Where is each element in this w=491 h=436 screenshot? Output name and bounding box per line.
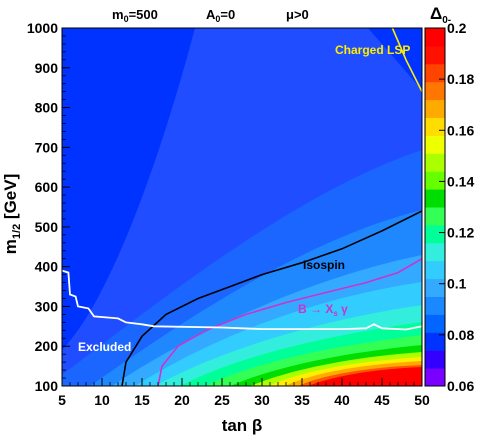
color-scale-segment bbox=[425, 28, 445, 47]
color-scale-segment bbox=[425, 242, 445, 262]
y-tick-label: 600 bbox=[35, 179, 59, 195]
x-tick-label: 35 bbox=[294, 392, 310, 408]
color-scale-segment bbox=[425, 99, 445, 118]
y-tick-label: 100 bbox=[35, 378, 59, 394]
y-tick-label: 1000 bbox=[27, 20, 58, 36]
x-axis-title: tan β bbox=[222, 416, 263, 435]
y-tick-label: 400 bbox=[35, 259, 59, 275]
color-scale: 0.06 0.08 0.1 0.12 0.14 0.16 0.18 0.2 bbox=[424, 20, 474, 394]
color-scale-segment bbox=[425, 171, 445, 190]
color-scale-segment bbox=[425, 153, 445, 172]
color-scale-frame bbox=[424, 27, 446, 387]
charged-lsp-curve bbox=[391, 28, 422, 92]
y-tick-label: 500 bbox=[35, 219, 59, 235]
x-tick-label: 20 bbox=[174, 392, 190, 408]
color-scale-segment bbox=[425, 314, 445, 333]
color-scale-tick-label: 0.2 bbox=[447, 20, 467, 36]
color-scale-segment bbox=[425, 296, 445, 315]
color-scale-segment bbox=[425, 332, 445, 351]
y-axis-title: m1/2 [GeV] bbox=[1, 174, 23, 254]
param-a0: A0=0 bbox=[206, 7, 235, 24]
color-scale-segment bbox=[425, 117, 445, 136]
y-tick-label: 800 bbox=[35, 100, 59, 116]
x-tick-label: 30 bbox=[254, 392, 270, 408]
charged-lsp-label: Charged LSP bbox=[335, 43, 410, 57]
x-tick-label: 5 bbox=[58, 392, 66, 408]
bsg-label: B → Xs γ bbox=[298, 302, 348, 318]
color-scale-segment bbox=[425, 207, 445, 226]
color-scale-tick-label: 0.16 bbox=[447, 122, 474, 138]
color-scale-tick-label: 0.08 bbox=[447, 327, 474, 343]
param-m0: m0=500 bbox=[112, 7, 158, 24]
color-scale-segment bbox=[425, 81, 445, 101]
y-tick-label: 200 bbox=[35, 338, 59, 354]
x-tick-label: 50 bbox=[414, 392, 430, 408]
param-mu: μ>0 bbox=[286, 7, 309, 22]
y-tick-label: 700 bbox=[35, 139, 59, 155]
color-scale-segment bbox=[425, 189, 445, 208]
excluded-curve bbox=[62, 269, 422, 331]
color-scale-tick-label: 0.18 bbox=[447, 71, 474, 87]
x-axis: 5 10 15 20 25 30 35 40 45 50 bbox=[58, 378, 430, 408]
color-scale-segment bbox=[425, 260, 445, 280]
isospin-curve bbox=[121, 210, 422, 386]
color-scale-tick-label: 0.06 bbox=[447, 378, 474, 394]
y-tick-label: 300 bbox=[35, 298, 59, 314]
color-scale-tick-label: 0.1 bbox=[447, 276, 467, 292]
color-scale-title: Δ0- bbox=[430, 4, 451, 26]
bsg-curve bbox=[157, 258, 422, 386]
x-tick-label: 45 bbox=[374, 392, 390, 408]
color-scale-segment bbox=[425, 45, 445, 65]
color-scale-segment bbox=[425, 63, 445, 83]
band-14 bbox=[308, 367, 422, 386]
x-tick-label: 15 bbox=[134, 392, 150, 408]
y-tick-label: 900 bbox=[35, 60, 59, 76]
x-tick-label: 25 bbox=[214, 392, 230, 408]
plot-area bbox=[62, 28, 422, 386]
color-scale-segment bbox=[425, 224, 445, 244]
isospin-label: Isospin bbox=[303, 258, 345, 272]
x-tick-label: 10 bbox=[94, 392, 110, 408]
plot-frame bbox=[61, 27, 423, 387]
charged-lsp-region bbox=[368, 28, 422, 90]
color-scale-segment bbox=[425, 135, 445, 154]
color-scale-segment bbox=[425, 350, 445, 369]
y-axis: 100 200 300 400 500 600 700 800 900 1000 bbox=[27, 20, 70, 394]
color-scale-tick-label: 0.14 bbox=[447, 173, 474, 189]
color-scale-tick-label: 0.12 bbox=[447, 225, 474, 241]
x-tick-label: 40 bbox=[334, 392, 350, 408]
color-scale-segment bbox=[425, 368, 445, 387]
color-scale-segment bbox=[425, 278, 445, 297]
excluded-label: Excluded bbox=[78, 340, 131, 354]
